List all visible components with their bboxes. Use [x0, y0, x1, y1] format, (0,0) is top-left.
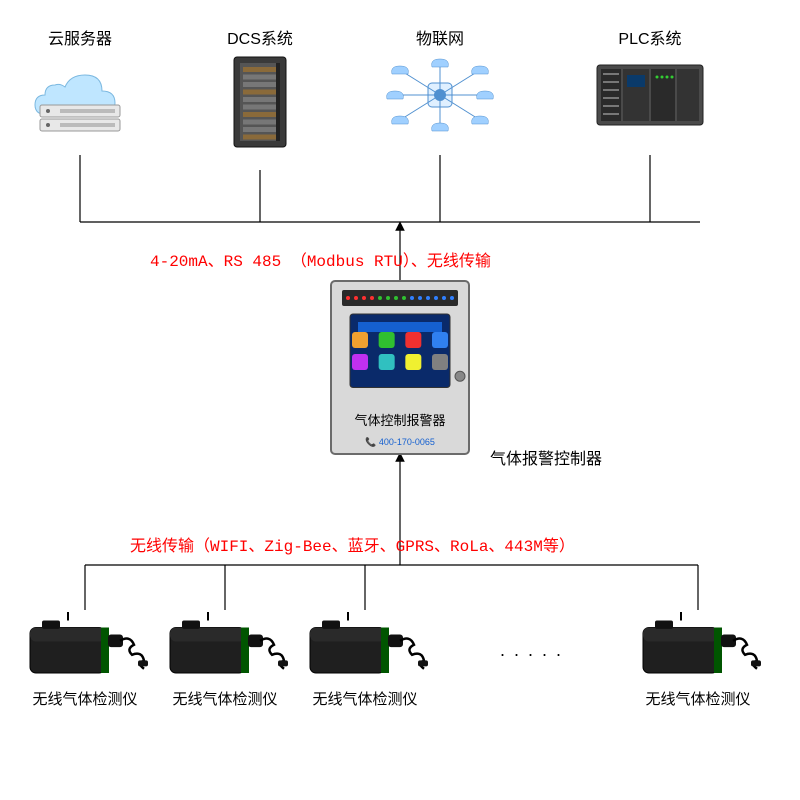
plc-icon	[595, 55, 705, 135]
protocol-top-caption: 4-20mA、RS 485 （Modbus RTU）、无线传输	[150, 247, 491, 271]
detector-icon	[160, 610, 290, 680]
svg-text:气体控制报警器: 气体控制报警器	[354, 413, 445, 428]
top-node-label: PLC系统	[585, 25, 715, 49]
protocol-bottom-caption: 无线传输（WIFI、Zig-Bee、蓝牙、GPRS、RoLa、443M等）	[130, 532, 575, 556]
detector-node: 无线气体检测仪	[160, 610, 290, 709]
cloud-icon	[30, 55, 130, 135]
detector-label: 无线气体检测仪	[20, 688, 150, 709]
detector-icon	[633, 610, 763, 680]
top-node-plc: PLC系统	[585, 25, 715, 135]
top-node-dcs: DCS系统	[220, 25, 300, 150]
detector-icon	[20, 610, 150, 680]
dcs-icon	[230, 55, 290, 150]
top-node-iot: 物联网	[370, 25, 510, 135]
detector-node: 无线气体检测仪	[633, 610, 763, 709]
top-node-cloud: 云服务器	[20, 25, 140, 135]
detector-label: 无线气体检测仪	[633, 688, 763, 709]
ellipsis: . . . . .	[500, 640, 563, 661]
top-node-label: DCS系统	[220, 25, 300, 49]
controller-caption: 气体报警控制器	[490, 445, 602, 469]
svg-text:📞 400-170-0065: 📞 400-170-0065	[365, 436, 435, 447]
gas-alarm-controller: 气体控制报警器 📞 400-170-0065	[330, 280, 470, 455]
detector-node: 无线气体检测仪	[300, 610, 430, 709]
detector-icon	[300, 610, 430, 680]
detector-label: 无线气体检测仪	[160, 688, 290, 709]
iot-icon	[380, 55, 500, 135]
top-node-label: 物联网	[370, 25, 510, 49]
detector-node: 无线气体检测仪	[20, 610, 150, 709]
top-node-label: 云服务器	[20, 25, 140, 49]
detector-label: 无线气体检测仪	[300, 688, 430, 709]
